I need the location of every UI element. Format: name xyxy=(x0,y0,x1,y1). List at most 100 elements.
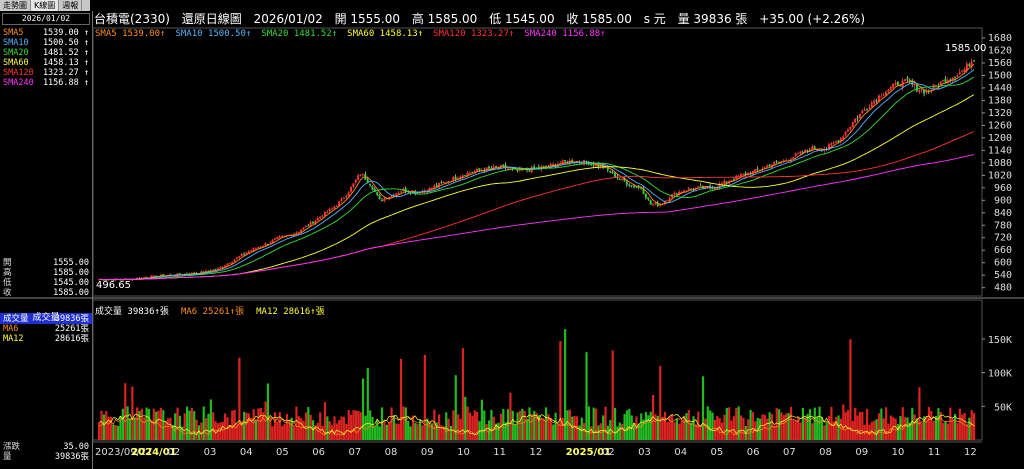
volume-bar xyxy=(637,423,640,440)
candle-body xyxy=(628,184,631,186)
price-tick-label: 1320 xyxy=(988,108,1012,119)
tab-kline[interactable]: K線圖 xyxy=(31,0,60,11)
volume-bar xyxy=(126,406,129,440)
ma-value: 1458.13 ↑ xyxy=(42,58,89,68)
candle-body xyxy=(447,181,450,183)
ohlc-label: 開 xyxy=(3,258,12,268)
volume-bar xyxy=(585,352,588,440)
candle-body xyxy=(856,117,859,119)
candle-body xyxy=(388,196,391,200)
volume-bar xyxy=(506,409,510,440)
volume-bar xyxy=(340,416,343,440)
ma-value: 1500.50 ↑ xyxy=(42,38,89,48)
volume-bar xyxy=(138,411,141,440)
volume-bar xyxy=(204,418,208,440)
volume-bar xyxy=(549,417,552,440)
volume-bar xyxy=(252,409,255,440)
volume-bar xyxy=(228,424,231,440)
candle-body xyxy=(333,206,336,209)
candle-body xyxy=(911,80,914,85)
stock-name[interactable]: 台積電(2330) xyxy=(94,12,170,26)
volume-bar xyxy=(452,410,455,440)
header-unit: s 元 xyxy=(643,12,666,26)
candle-body xyxy=(854,118,857,123)
tab-trend[interactable]: 走勢圖 xyxy=(0,0,31,11)
volume-bar xyxy=(649,411,652,440)
candle-body xyxy=(373,188,376,192)
candle-body xyxy=(580,162,583,164)
price-tick-label: 1440 xyxy=(988,83,1012,94)
sma5-line xyxy=(98,63,975,281)
volume-bar xyxy=(694,424,698,440)
ma-legend-item: SMA10 1500.50↑ xyxy=(175,29,252,39)
volume-bar xyxy=(661,416,664,440)
candle-body xyxy=(744,173,747,175)
candle-body xyxy=(487,166,490,169)
volume-bar xyxy=(949,407,952,440)
volume-bar xyxy=(552,424,555,440)
candle-body xyxy=(896,81,899,86)
candle-body xyxy=(604,166,607,168)
x-tick-label: 10 xyxy=(892,447,905,458)
candle-body xyxy=(673,192,676,195)
volume-bar xyxy=(331,425,334,440)
candle-body xyxy=(939,81,942,86)
volume-bar xyxy=(927,406,931,440)
candle-body xyxy=(747,172,750,175)
bottom-value: 39836張 xyxy=(54,452,89,462)
candle-body xyxy=(894,82,897,85)
volume-bar xyxy=(832,421,835,440)
candle-body xyxy=(193,272,196,274)
candle-body xyxy=(963,69,966,73)
volume-bar xyxy=(262,412,265,440)
volume-bar xyxy=(328,421,331,440)
candle-body xyxy=(887,89,890,92)
candle-body xyxy=(245,252,248,255)
volume-bar xyxy=(376,420,379,440)
volume-bar xyxy=(169,417,172,440)
volume-bar xyxy=(806,413,809,440)
candle-body xyxy=(625,181,628,185)
candle-body xyxy=(468,172,471,174)
volume-bar xyxy=(404,407,407,440)
volume-bar xyxy=(185,406,189,440)
volume-bar xyxy=(307,407,310,440)
info-panel: 2026/01/02 SMA5 1539.00 ↑ SMA10 1500.50 ↑ SM… xyxy=(0,11,93,469)
candle-body xyxy=(533,166,536,169)
volume-bar xyxy=(956,422,959,440)
volume-bar xyxy=(811,423,814,440)
volume-bar xyxy=(128,418,132,440)
volume-bar xyxy=(915,418,919,440)
candle-body xyxy=(813,146,816,150)
volume-bar xyxy=(273,412,277,440)
volume-bar xyxy=(147,408,151,440)
candle-body xyxy=(366,179,369,183)
volume-bar xyxy=(290,417,293,440)
volume-bar xyxy=(799,422,802,440)
chart-mode[interactable]: 還原日線圖 xyxy=(181,12,242,26)
volume-bar xyxy=(521,408,524,440)
header-open: 開 1555.00 xyxy=(334,12,401,26)
volume-bar xyxy=(894,418,897,440)
candle-body xyxy=(204,270,207,273)
volume-bar xyxy=(728,407,731,440)
candle-body xyxy=(768,164,771,167)
volume-bar xyxy=(442,426,445,440)
volume-bar xyxy=(564,329,567,440)
bottom-row: 量 39836張 xyxy=(3,452,89,463)
candle-body xyxy=(357,175,360,181)
ohlc-value: 1585.00 xyxy=(53,288,89,298)
volume-bar xyxy=(789,406,793,440)
high-price-label: 1585.00 xyxy=(945,43,986,54)
volume-bar xyxy=(397,423,400,440)
candle-body xyxy=(452,176,455,181)
volume-bar xyxy=(932,420,935,440)
candle-body xyxy=(354,179,357,183)
vol-row: MA12 28616張 xyxy=(3,334,89,345)
x-tick-label: 03 xyxy=(638,447,651,458)
tab-weekly[interactable]: 週報 xyxy=(59,0,83,11)
volume-bar xyxy=(766,418,769,440)
volume-bar xyxy=(385,424,388,440)
volume-bar xyxy=(143,417,146,440)
